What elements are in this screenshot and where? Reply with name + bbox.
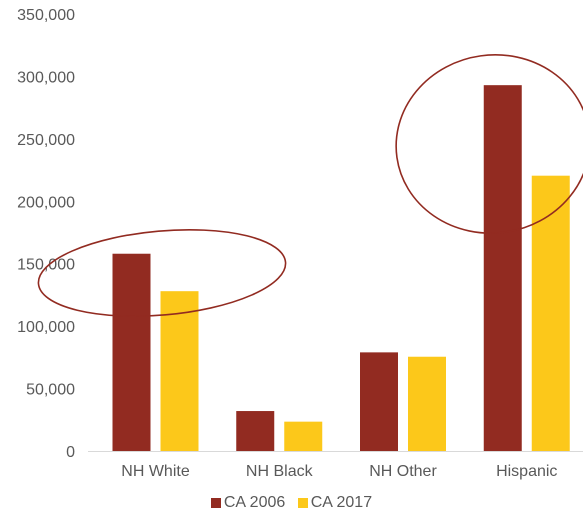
bar-ca-2017-hispanic xyxy=(531,175,570,451)
y-tick-label: 150,000 xyxy=(17,257,75,274)
legend-item-ca-2017: CA 2017 xyxy=(297,494,373,512)
y-axis: 0 50,000 100,000 150,000 200,000 250,000 300,0… xyxy=(17,7,75,461)
legend-label-ca-2006: CA 2006 xyxy=(223,494,286,511)
x-tick-label: NH Black xyxy=(246,463,314,480)
annotation-ellipse-nh-white xyxy=(37,228,287,318)
y-tick-label: 50,000 xyxy=(26,382,75,399)
bar-ca-2006-hispanic xyxy=(483,85,522,451)
y-tick-label: 300,000 xyxy=(17,69,75,86)
x-axis: NH White NH Black NH Other Hispanic xyxy=(121,463,557,480)
annotation-ellipse-hispanic xyxy=(395,54,583,234)
legend-swatch-ca-2006 xyxy=(210,498,221,508)
legend: CA 2006 CA 2017 xyxy=(0,494,583,513)
bar-ca-2017-nh-other xyxy=(408,356,446,451)
legend-label-ca-2017: CA 2017 xyxy=(310,494,373,511)
y-tick-label: 100,000 xyxy=(17,319,75,336)
y-tick-label: 250,000 xyxy=(17,132,75,149)
legend-item-ca-2006: CA 2006 xyxy=(210,494,286,512)
bar-ca-2006-nh-black xyxy=(236,411,275,451)
bar-ca-2017-nh-black xyxy=(284,421,323,451)
bar-ca-2017-nh-white xyxy=(160,291,199,451)
legend-swatch-ca-2017 xyxy=(297,498,308,508)
bars xyxy=(112,85,570,451)
y-tick-label: 200,000 xyxy=(17,194,75,211)
x-tick-label: NH White xyxy=(121,463,190,480)
y-tick-label: 0 xyxy=(66,444,75,461)
annotations xyxy=(37,54,583,318)
x-tick-label: Hispanic xyxy=(496,463,557,480)
x-tick-label: NH Other xyxy=(369,463,437,480)
bar-ca-2006-nh-other xyxy=(360,352,398,451)
y-tick-label: 350,000 xyxy=(17,7,75,24)
bar-ca-2006-nh-white xyxy=(112,253,151,451)
